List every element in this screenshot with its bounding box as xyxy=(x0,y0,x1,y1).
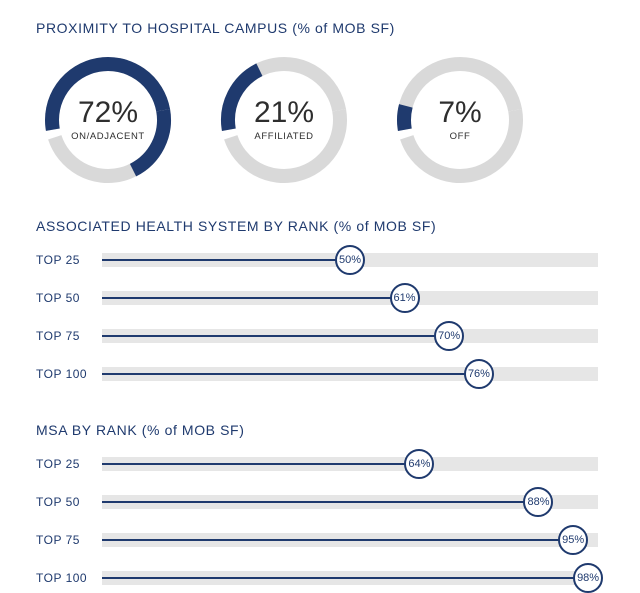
bar-label: TOP 50 xyxy=(36,291,102,305)
donut-label: OFF xyxy=(450,132,471,142)
bar-knob: 61% xyxy=(390,283,420,313)
bar-track: 95% xyxy=(102,533,598,547)
bar-row: TOP 2550% xyxy=(36,248,612,272)
bar-fill xyxy=(102,373,479,375)
msa-section: MSA BY RANK (% of MOB SF) TOP 2564%TOP 5… xyxy=(36,422,612,590)
health-system-title: ASSOCIATED HEALTH SYSTEM BY RANK (% of M… xyxy=(36,218,612,234)
bar-label: TOP 50 xyxy=(36,495,102,509)
health-system-section: ASSOCIATED HEALTH SYSTEM BY RANK (% of M… xyxy=(36,218,612,386)
bar-track: 61% xyxy=(102,291,598,305)
donut-value: 7% xyxy=(438,98,481,128)
bar-row: TOP 5061% xyxy=(36,286,612,310)
bar-knob: 95% xyxy=(558,525,588,555)
proximity-donut: 72% ON/ADJACENT xyxy=(38,50,178,190)
bar-row: TOP 7570% xyxy=(36,324,612,348)
bar-fill xyxy=(102,577,588,579)
bar-label: TOP 25 xyxy=(36,457,102,471)
msa-title-main: MSA BY RANK xyxy=(36,422,142,438)
health-system-title-sub: (% of MOB SF) xyxy=(334,218,437,234)
bar-fill xyxy=(102,539,573,541)
bar-track: 50% xyxy=(102,253,598,267)
bar-track: 88% xyxy=(102,495,598,509)
bar-label: TOP 100 xyxy=(36,367,102,381)
donut-label: AFFILIATED xyxy=(254,132,313,142)
proximity-donut: 7% OFF xyxy=(390,50,530,190)
bar-knob: 88% xyxy=(523,487,553,517)
bar-track: 64% xyxy=(102,457,598,471)
bar-fill xyxy=(102,335,449,337)
bar-fill xyxy=(102,297,405,299)
bar-fill xyxy=(102,501,538,503)
bar-knob: 98% xyxy=(573,563,603,593)
bar-fill xyxy=(102,259,350,261)
bar-label: TOP 100 xyxy=(36,571,102,585)
proximity-title-sub: (% of MOB SF) xyxy=(292,20,395,36)
bar-row: TOP 10076% xyxy=(36,362,612,386)
proximity-donut: 21% AFFILIATED xyxy=(214,50,354,190)
bar-knob: 64% xyxy=(404,449,434,479)
bar-knob: 76% xyxy=(464,359,494,389)
bar-track: 70% xyxy=(102,329,598,343)
bar-label: TOP 75 xyxy=(36,329,102,343)
donut-label: ON/ADJACENT xyxy=(71,132,145,142)
bar-row: TOP 7595% xyxy=(36,528,612,552)
proximity-donuts: 72% ON/ADJACENT 21% AFFILIATED 7% OFF xyxy=(36,50,612,190)
bar-track: 76% xyxy=(102,367,598,381)
bar-label: TOP 25 xyxy=(36,253,102,267)
bar-fill xyxy=(102,463,419,465)
bar-row: TOP 5088% xyxy=(36,490,612,514)
proximity-title: PROXIMITY TO HOSPITAL CAMPUS (% of MOB S… xyxy=(36,20,612,36)
bar-knob: 70% xyxy=(434,321,464,351)
donut-value: 21% xyxy=(254,98,314,128)
msa-title-sub: (% of MOB SF) xyxy=(142,422,245,438)
bar-row: TOP 10098% xyxy=(36,566,612,590)
bar-knob: 50% xyxy=(335,245,365,275)
proximity-title-main: PROXIMITY TO HOSPITAL CAMPUS xyxy=(36,20,292,36)
msa-title: MSA BY RANK (% of MOB SF) xyxy=(36,422,612,438)
donut-value: 72% xyxy=(78,98,138,128)
bar-row: TOP 2564% xyxy=(36,452,612,476)
bar-track: 98% xyxy=(102,571,598,585)
bar-label: TOP 75 xyxy=(36,533,102,547)
health-system-title-main: ASSOCIATED HEALTH SYSTEM BY RANK xyxy=(36,218,334,234)
